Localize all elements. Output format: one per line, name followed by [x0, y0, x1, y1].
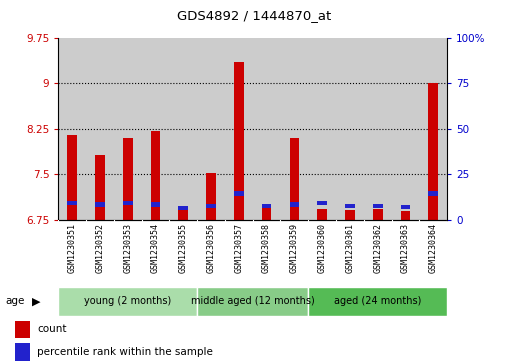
Text: GSM1230351: GSM1230351 [68, 223, 77, 273]
Text: ▶: ▶ [31, 296, 40, 306]
Text: GSM1230363: GSM1230363 [401, 223, 410, 273]
Text: GSM1230357: GSM1230357 [234, 223, 243, 273]
Bar [345, 204, 355, 208]
Text: middle aged (12 months): middle aged (12 months) [191, 296, 314, 306]
Bar [151, 203, 161, 207]
Bar [95, 203, 105, 207]
Text: age: age [5, 296, 24, 306]
Bar [318, 201, 327, 205]
Text: GSM1230361: GSM1230361 [345, 223, 355, 273]
Text: GSM1230358: GSM1230358 [262, 223, 271, 273]
Text: GDS4892 / 1444870_at: GDS4892 / 1444870_at [177, 9, 331, 22]
Bar [262, 204, 271, 208]
Bar [95, 155, 105, 220]
Text: GSM1230360: GSM1230360 [318, 223, 327, 273]
Text: GSM1230353: GSM1230353 [123, 223, 132, 273]
Text: young (2 months): young (2 months) [84, 296, 171, 306]
Text: GSM1230364: GSM1230364 [429, 223, 438, 273]
Bar [428, 83, 438, 220]
Text: count: count [38, 325, 67, 334]
Bar [197, 287, 308, 316]
Bar [308, 287, 447, 316]
Bar [68, 135, 77, 220]
Bar [206, 173, 216, 220]
Text: percentile rank within the sample: percentile rank within the sample [38, 347, 213, 357]
Bar [428, 192, 438, 196]
Bar [68, 201, 77, 205]
Bar [206, 204, 216, 208]
Text: GSM1230356: GSM1230356 [207, 223, 215, 273]
Bar [123, 201, 133, 205]
Bar [290, 138, 299, 220]
Bar [15, 343, 30, 361]
Bar [178, 206, 188, 210]
Bar [123, 138, 133, 220]
Text: GSM1230362: GSM1230362 [373, 223, 382, 273]
Bar [373, 209, 383, 220]
Text: aged (24 months): aged (24 months) [334, 296, 421, 306]
Bar [262, 208, 271, 220]
Bar [15, 321, 30, 338]
Bar [234, 192, 244, 196]
Bar [373, 204, 383, 208]
Bar [400, 205, 410, 209]
Bar [234, 62, 244, 220]
Bar [400, 211, 410, 220]
Bar [345, 210, 355, 220]
Bar [151, 131, 161, 220]
Bar [178, 209, 188, 220]
Text: GSM1230354: GSM1230354 [151, 223, 160, 273]
Text: GSM1230352: GSM1230352 [96, 223, 105, 273]
Bar [58, 287, 197, 316]
Bar [318, 209, 327, 220]
Text: GSM1230355: GSM1230355 [179, 223, 188, 273]
Bar [290, 203, 299, 207]
Text: GSM1230359: GSM1230359 [290, 223, 299, 273]
